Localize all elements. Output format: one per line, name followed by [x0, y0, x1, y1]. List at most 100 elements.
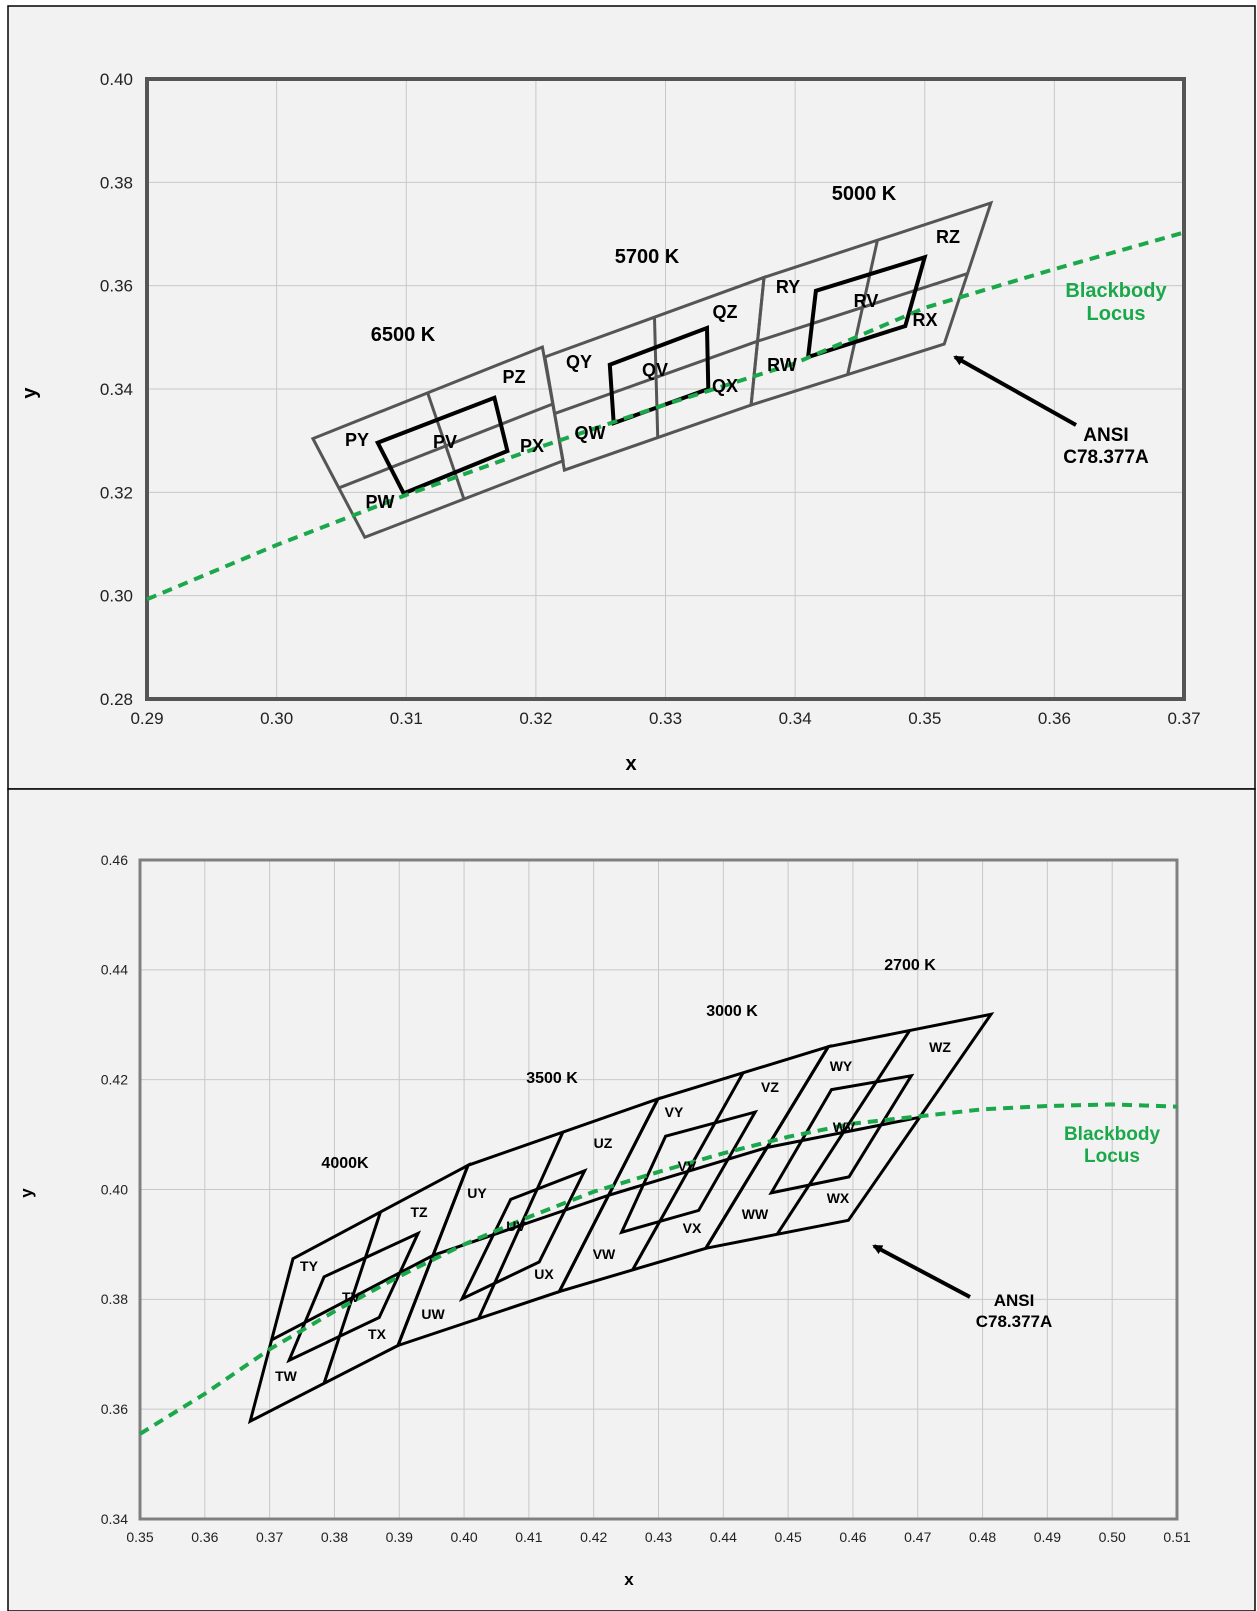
- bin-label: TY: [300, 1258, 319, 1274]
- bin-label: PX: [520, 436, 544, 456]
- quad-divider-line: [432, 1193, 610, 1257]
- y-tick-label: 0.32: [100, 483, 133, 502]
- ansi-label: C78.377A: [976, 1312, 1053, 1331]
- cct-label: 2700 K: [884, 957, 936, 974]
- bin-label: TW: [275, 1368, 298, 1384]
- plot-area-frame: [145, 77, 1186, 701]
- bin-label: TV: [342, 1289, 361, 1305]
- quad-divider-line: [554, 339, 759, 415]
- bin-label: VW: [593, 1246, 616, 1262]
- x-tick-label: 0.34: [779, 709, 812, 728]
- x-tick-label: 0.47: [904, 1529, 931, 1545]
- bin-quadrangle: [805, 254, 928, 360]
- x-tick-label: 0.37: [256, 1529, 283, 1545]
- cct-label: 6500 K: [371, 324, 436, 346]
- x-tick-label: 0.40: [450, 1529, 477, 1545]
- x-tick-label: 0.43: [645, 1529, 672, 1545]
- bin-label: WZ: [929, 1039, 951, 1055]
- bin-quadrangle: [768, 1073, 915, 1195]
- bin-label: VV: [678, 1158, 697, 1174]
- y-tick-label: 0.30: [100, 587, 133, 606]
- bin-label: UY: [467, 1185, 487, 1201]
- bin-label: RV: [854, 291, 879, 311]
- blackbody-locus-label: Blackbody: [1064, 1124, 1161, 1145]
- y-tick-label: 0.38: [100, 173, 133, 192]
- x-tick-label: 0.48: [969, 1529, 996, 1545]
- bin-label: WY: [830, 1058, 853, 1074]
- chart-2: 0.35 0.36 0.37 0.38 0.39 0.40 0.41 0.42 0.43 0.44…: [7, 788, 1256, 1611]
- bin-quadrangle: [458, 1168, 588, 1303]
- ansi-quadrangle: [702, 1012, 995, 1251]
- y-tick-label: 0.38: [101, 1291, 128, 1307]
- ansi-arrow: [953, 355, 1077, 427]
- bin-label: WV: [833, 1119, 856, 1135]
- plot-area-frame: [138, 858, 1179, 1521]
- bin-label: PZ: [502, 367, 525, 387]
- y-tick-label: 0.34: [101, 1511, 128, 1527]
- chart-panel: [7, 788, 1256, 1611]
- bin-label: UV: [506, 1218, 526, 1234]
- x-tick-label: 0.32: [519, 709, 552, 728]
- x-axis-label: x: [625, 753, 636, 775]
- bin-label: QY: [566, 352, 592, 372]
- x-axis-label: x: [624, 1570, 634, 1589]
- x-tick-label: 0.37: [1167, 709, 1200, 728]
- bin-label: UX: [534, 1266, 554, 1282]
- chart-panel: [7, 5, 1256, 790]
- ansi-quadrangle: [749, 200, 994, 408]
- bin-label: QV: [642, 360, 668, 380]
- ansi-label: ANSI: [1083, 425, 1128, 446]
- blackbody-locus-label: Locus: [1087, 303, 1146, 325]
- chart-1: 0.29 0.30 0.31 0.32 0.33 0.34 0.35 0.36 0.37 0.28…: [7, 5, 1256, 790]
- x-tick-label: 0.45: [775, 1529, 802, 1545]
- ansi-label: ANSI: [994, 1291, 1035, 1310]
- x-tick-label: 0.36: [1038, 709, 1071, 728]
- bin-label: WW: [742, 1206, 769, 1222]
- x-tick-label: 0.33: [649, 709, 682, 728]
- x-tick-label: 0.35: [908, 709, 941, 728]
- cct-label: 5000 K: [832, 183, 897, 205]
- x-tick-label: 0.41: [515, 1529, 542, 1545]
- x-tick-label: 0.31: [390, 709, 423, 728]
- blackbody-locus-curve: [138, 1102, 1178, 1436]
- quad-divider-line: [766, 1115, 920, 1149]
- x-tick-label: 0.38: [321, 1529, 348, 1545]
- y-tick-label: 0.40: [100, 70, 133, 89]
- x-tick-label: 0.49: [1034, 1529, 1061, 1545]
- y-tick-label: 0.34: [100, 380, 133, 399]
- bin-label: TX: [368, 1326, 387, 1342]
- quad-divider-line: [608, 1146, 768, 1197]
- bin-label: VZ: [761, 1079, 779, 1095]
- y-tick-label: 0.28: [100, 690, 133, 709]
- bin-label: WX: [827, 1190, 850, 1206]
- blackbody-locus-curve: [146, 230, 1185, 602]
- x-tick-label: 0.42: [580, 1529, 607, 1545]
- y-tick-label: 0.36: [100, 277, 133, 296]
- x-tick-label: 0.51: [1163, 1529, 1190, 1545]
- blackbody-locus-label: Blackbody: [1065, 280, 1167, 302]
- bin-label: RY: [776, 277, 800, 297]
- x-tick-label: 0.39: [386, 1529, 413, 1545]
- bin-label: VX: [683, 1220, 702, 1236]
- bin-label: VY: [665, 1104, 684, 1120]
- x-tick-label: 0.50: [1099, 1529, 1126, 1545]
- bin-label: QW: [575, 423, 606, 443]
- bin-label: PY: [345, 430, 369, 450]
- bin-label: QX: [712, 376, 738, 396]
- x-tick-label: 0.46: [839, 1529, 866, 1545]
- x-tick-label: 0.36: [191, 1529, 218, 1545]
- bin-label: RX: [912, 310, 937, 330]
- bin-label: RZ: [936, 227, 960, 247]
- bin-label: PV: [433, 432, 457, 452]
- x-tick-label: 0.35: [126, 1529, 153, 1545]
- bin-label: UZ: [594, 1135, 613, 1151]
- bin-label: UW: [421, 1306, 445, 1322]
- y-tick-label: 0.44: [101, 962, 128, 978]
- ansi-label: C78.377A: [1063, 447, 1149, 468]
- quad-divider-line: [338, 402, 554, 490]
- y-axis-label: y: [19, 387, 41, 399]
- bin-label: TZ: [410, 1204, 428, 1220]
- cct-label: 3000 K: [706, 1003, 758, 1020]
- x-tick-label: 0.30: [260, 709, 293, 728]
